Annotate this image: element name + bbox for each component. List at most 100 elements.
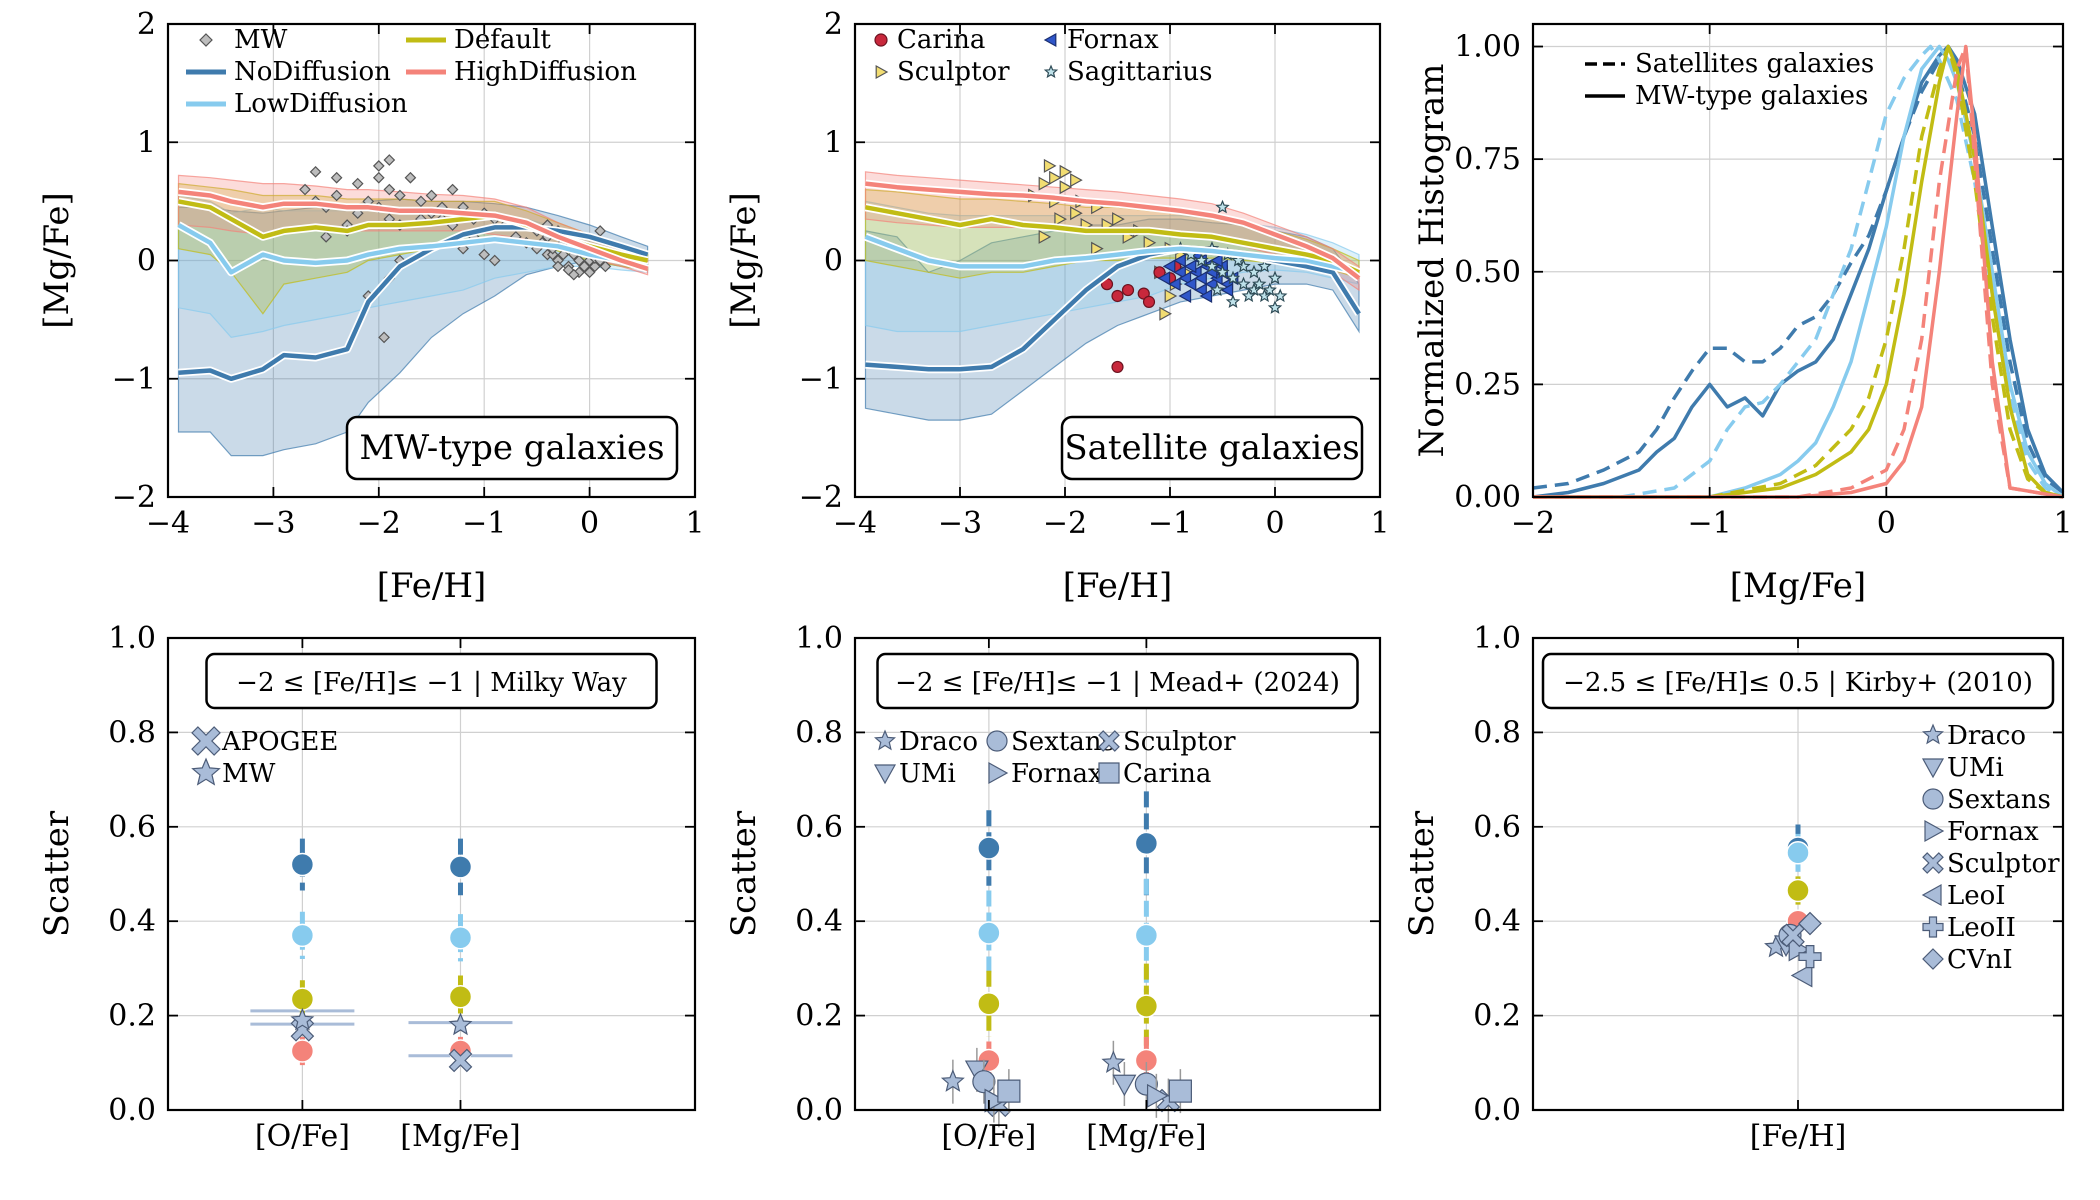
legend-label: APOGEE <box>221 727 338 757</box>
x-tick-label: −2 <box>357 506 401 541</box>
obs-point-MW <box>448 1012 473 1036</box>
mw-point <box>478 248 491 261</box>
legend-label: Fornax <box>1947 817 2039 847</box>
plot-frame <box>1531 22 2065 499</box>
mw-point <box>599 260 612 273</box>
x-axis-label: [Fe/H] <box>377 566 487 606</box>
sagittarius-point <box>1215 264 1230 279</box>
sculptor-point <box>1054 212 1067 227</box>
y-tick-label: 0.6 <box>795 810 843 845</box>
sagittarius-point <box>1241 288 1256 303</box>
legend-label: Sculptor <box>1947 849 2060 879</box>
title-box <box>205 652 658 710</box>
title-box <box>876 652 1359 710</box>
mw-point <box>320 231 332 243</box>
mw-point <box>378 331 390 344</box>
x-tick-label: 1 <box>2053 506 2072 541</box>
sim-point-NoDiffusion <box>290 852 315 877</box>
sim-point-Default <box>1786 878 1810 903</box>
legend-label: NoDiffusion <box>234 57 391 87</box>
legend-label: UMi <box>899 759 956 789</box>
sagittarius-point <box>1210 282 1225 297</box>
sim-point-NoDiffusion <box>977 836 1001 860</box>
hist-line-Default <box>1533 44 2064 499</box>
legend-label: LeoI <box>1947 881 2006 911</box>
x-axis-label: [Mg/Fe] <box>1730 566 1866 606</box>
y-tick-label: 1 <box>824 125 843 160</box>
legend: DracoUMiSextansFornaxSculptorLeoILeoIICV… <box>1921 721 2060 975</box>
panel-p5: 0.0 0.2 0.4 0.6 0.8 1.0 [O/Fe] [Mg/Fe] Scatter −2… <box>724 621 1382 1154</box>
y-tick-label: −1 <box>112 362 156 397</box>
legend-label: LowDiffusion <box>234 89 408 119</box>
sim-point-LowDiffusion <box>977 921 1001 945</box>
y-tick-label: 0.2 <box>1473 999 1521 1034</box>
y-axis-label: Normalized Histogram <box>1412 64 1452 458</box>
legend: Carina Fornax Sculptor Sagittarius <box>874 25 1213 87</box>
series-line-HighDiffusion <box>178 189 649 271</box>
obs-point-Sculptor <box>1781 923 1805 948</box>
legend-marker-Fornax <box>988 761 1009 785</box>
y-tick-label: 0.8 <box>795 715 843 750</box>
hist-line-NoDiffusion <box>1532 44 2065 494</box>
legend-marker-Carina <box>1098 762 1120 784</box>
legend: Draco Sextans Sculptor UMi Fornax Carina <box>873 727 1236 789</box>
panel-p4: 0.0 0.2 0.4 0.6 0.8 1.0 [O/Fe] [Mg/Fe] Scatter −2… <box>37 621 697 1154</box>
sculptor-point <box>1049 170 1062 185</box>
obs-point-LeoI <box>1790 963 1813 988</box>
legend-marker-Sagittarius <box>1043 64 1059 79</box>
mw-point <box>415 195 427 208</box>
plot-frame <box>166 636 697 1112</box>
hist-line-HighDiffusion <box>1533 44 2064 499</box>
fornax-point <box>1194 271 1207 286</box>
x-tick-label: −2 <box>1043 506 1087 541</box>
sagittarius-point <box>1267 300 1283 314</box>
sim-point-LowDiffusion <box>448 925 473 950</box>
hist-line-LowDiffusion <box>1533 44 2065 499</box>
legend-label: Draco <box>899 727 978 757</box>
mw-point <box>383 183 396 196</box>
plot-frame <box>853 636 1382 1112</box>
x-tick-label: [Fe/H] <box>1750 1119 1847 1154</box>
sagittarius-point <box>1267 270 1283 285</box>
legend-label: Sculptor <box>1123 727 1236 757</box>
mw-point <box>446 183 459 196</box>
sculptor-point <box>1143 235 1157 250</box>
fornax-point <box>1220 283 1234 298</box>
title-box <box>1541 652 2055 710</box>
fornax-point <box>1173 265 1186 280</box>
sagittarius-point <box>1215 199 1230 214</box>
panel-p3: 0.00 0.25 0.50 0.75 1.00 −2 −1 0 1 [Mg/Fe] Normali… <box>1412 22 2073 606</box>
panel-title: −2 ≤ [Fe/H]≤ −1 | Milky Way <box>236 668 627 698</box>
sagittarius-point <box>1204 258 1220 273</box>
fornax-point <box>1183 277 1197 292</box>
y-tick-label: −2 <box>799 480 843 515</box>
panel-label-box <box>345 415 679 481</box>
legend-label: MW-type galaxies <box>1635 81 1868 111</box>
legend-marker-Sculptor <box>1098 730 1120 752</box>
sim-point-LowDiffusion <box>1134 923 1159 948</box>
legend-marker-Carina <box>874 33 888 47</box>
y-tick-label: 0.8 <box>108 715 156 750</box>
obs-point-Sextans <box>972 1070 996 1094</box>
carina-point <box>1111 289 1124 303</box>
legend-label: LeoII <box>1947 913 2016 943</box>
hist-line-HighDiffusion <box>1533 44 2064 499</box>
x-tick-label: −3 <box>938 506 982 541</box>
sagittarius-point <box>1262 282 1277 297</box>
legend-marker-MW <box>191 757 221 786</box>
sculptor-point <box>1159 306 1172 321</box>
legend-label: Sextans <box>1011 727 1115 757</box>
mw-point <box>372 160 385 172</box>
sagittarius-point <box>1225 294 1241 309</box>
obs-point-MW <box>290 1007 315 1031</box>
obs-point-UMi <box>1112 1074 1137 1097</box>
panel-title: −2.5 ≤ [Fe/H]≤ 0.5 | Kirby+ (2010) <box>1563 668 2033 698</box>
legend-label: Fornax <box>1067 25 1159 55</box>
y-tick-label: 0.6 <box>108 810 156 845</box>
obs-point-Carina <box>1168 1079 1192 1103</box>
y-tick-label: 0.4 <box>108 904 156 939</box>
legend-marker-CVnI <box>1922 948 1944 970</box>
hist-line-NoDiffusion <box>1532 44 2065 499</box>
